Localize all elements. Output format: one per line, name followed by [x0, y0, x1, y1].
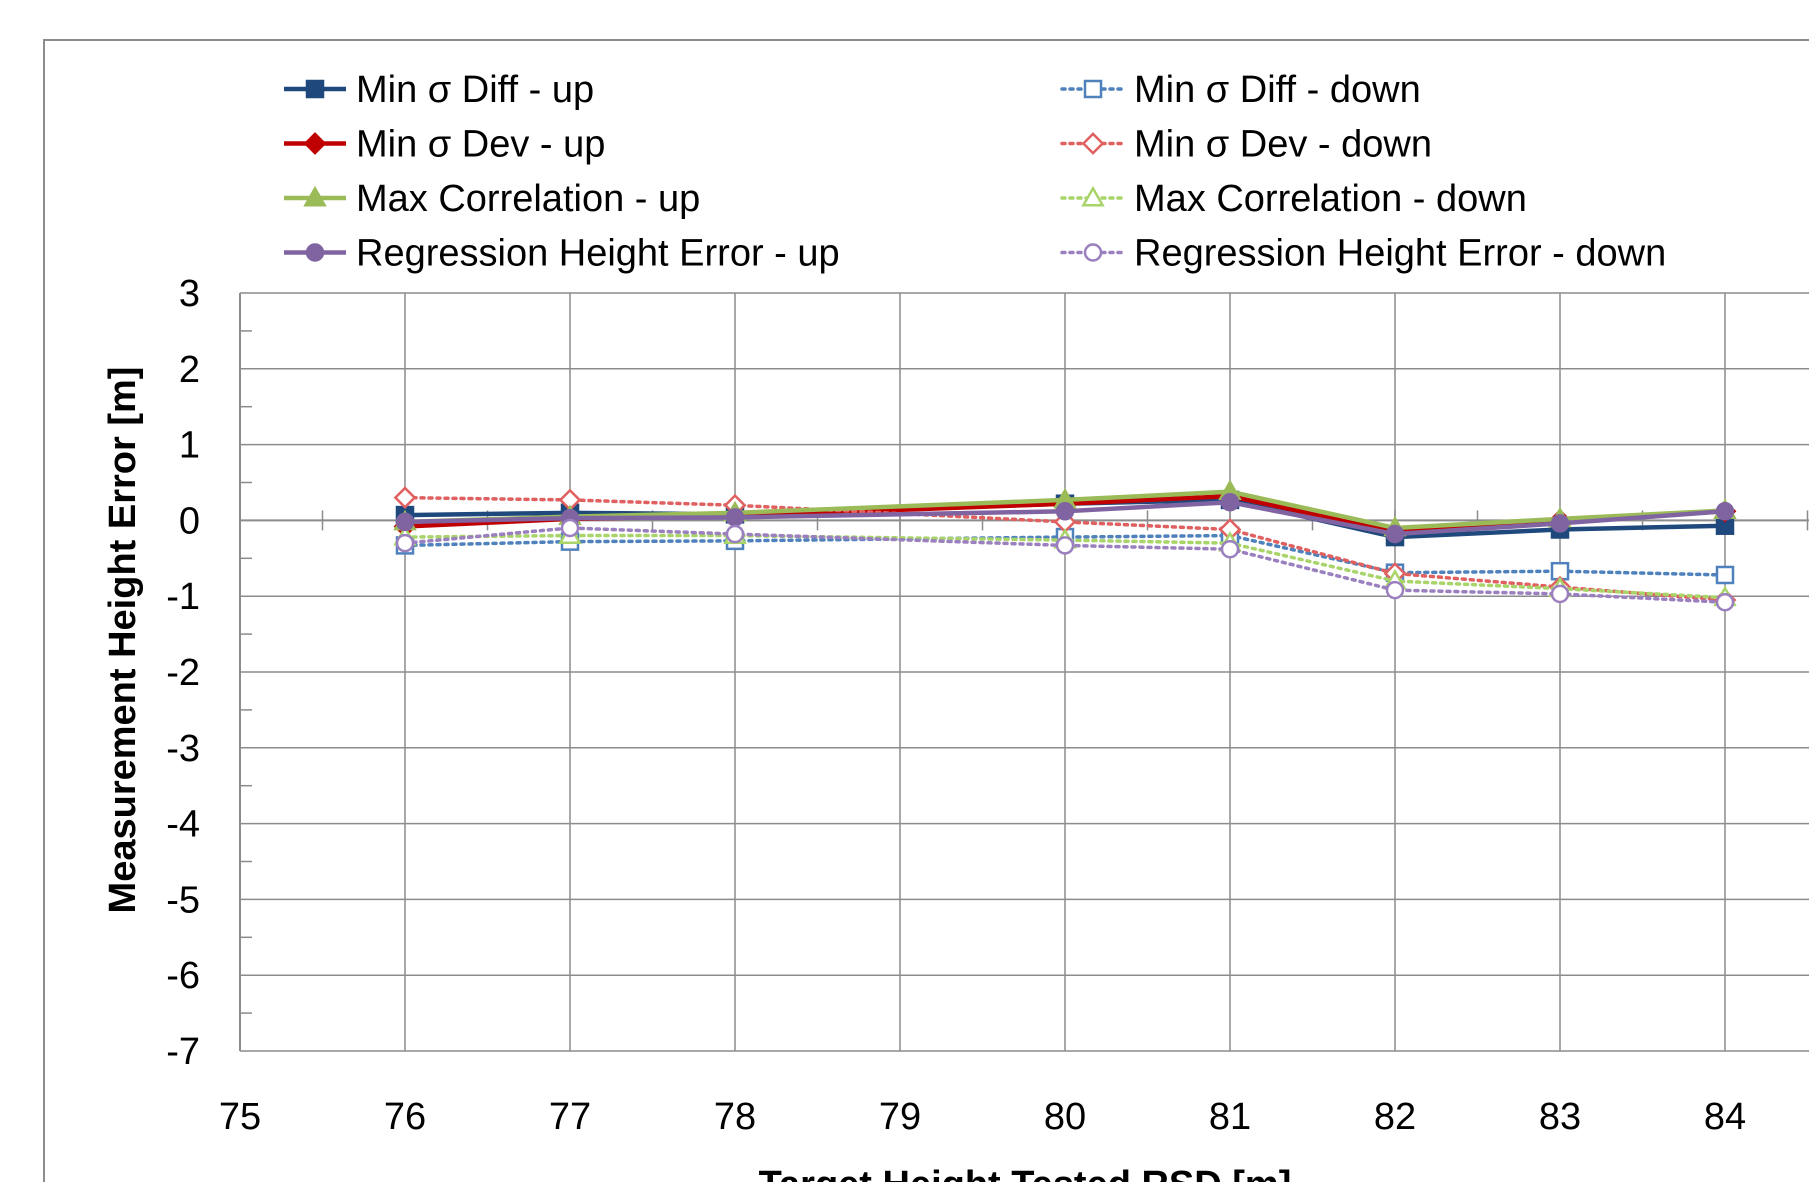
legend-item: Max Correlation - up	[284, 178, 700, 220]
data-point	[1715, 502, 1735, 521]
y-tick-label: 3	[179, 273, 200, 315]
y-tick-label: -7	[166, 1031, 200, 1073]
legend-swatch-marker	[1083, 79, 1103, 99]
series-line	[404, 499, 1726, 537]
x-tick-label: 81	[1209, 1096, 1251, 1138]
series-6	[395, 492, 1735, 544]
data-point	[1220, 492, 1240, 512]
y-tick-label: -4	[166, 804, 200, 846]
y-tick-label: -5	[166, 879, 200, 921]
data-point	[1385, 524, 1405, 544]
data-point	[395, 533, 415, 553]
x-axis-title: Target Height Tested RSD [m]	[759, 1164, 1292, 1182]
data-point	[1550, 584, 1570, 604]
y-tick-label: 1	[179, 425, 200, 467]
y-tick-label: -2	[166, 652, 200, 694]
legend-label: Regression Height Error - down	[1134, 233, 1666, 275]
legend-swatch-marker	[1081, 132, 1105, 155]
data-point	[395, 512, 415, 532]
legend-label: Regression Height Error - up	[356, 233, 840, 275]
x-tick-label: 77	[549, 1096, 591, 1138]
series-7	[395, 518, 1735, 612]
data-point	[1385, 580, 1405, 600]
data-point	[1055, 536, 1075, 555]
legend-label: Min σ Dev - up	[356, 124, 605, 166]
legend-item: Min σ Diff - up	[284, 69, 594, 111]
x-tick-label: 75	[219, 1096, 261, 1138]
data-point	[1715, 593, 1735, 612]
y-tick-label: 2	[179, 349, 200, 391]
series-line	[403, 495, 1727, 602]
series-lines	[393, 479, 1737, 612]
legend-label: Min σ Diff - down	[1134, 69, 1421, 111]
legend-item: Max Correlation - down	[1060, 178, 1527, 220]
x-tick-label: 83	[1539, 1096, 1581, 1138]
legend-item: Min σ Dev - up	[284, 124, 605, 166]
y-tick-label: -6	[166, 955, 200, 997]
data-point	[1220, 539, 1240, 559]
legend-label: Min σ Diff - up	[356, 69, 594, 111]
legend-swatch-marker	[1083, 243, 1103, 262]
series-line	[403, 533, 1727, 600]
x-tick-label: 80	[1044, 1096, 1086, 1138]
legend-swatch-marker	[305, 79, 325, 99]
legend-label: Min σ Dev - down	[1134, 124, 1432, 166]
legend-swatch-marker	[305, 243, 325, 262]
legend-item: Regression Height Error - down	[1060, 233, 1666, 275]
legend-label: Max Correlation - up	[356, 178, 700, 220]
data-point	[725, 524, 745, 544]
legend-item: Min σ Diff - down	[1060, 69, 1421, 111]
y-tick-label: -1	[166, 576, 200, 618]
legend: Min σ Diff - up Min σ Dev - up Max Correla…	[284, 69, 1666, 275]
x-tick-label: 79	[879, 1096, 921, 1138]
x-tick-label: 78	[714, 1096, 756, 1138]
legend-item: Min σ Dev - down	[1060, 124, 1432, 166]
data-point	[1055, 502, 1075, 521]
chart-frame	[43, 39, 1809, 1187]
data-point	[725, 508, 745, 527]
x-tick-label: 76	[384, 1096, 426, 1138]
data-point	[560, 518, 580, 538]
x-tick-label: 84	[1704, 1096, 1746, 1138]
x-tick-label: 82	[1374, 1096, 1416, 1138]
legend-label: Max Correlation - down	[1134, 178, 1527, 220]
y-axis-title: Measurement Height Error [m]	[102, 367, 144, 914]
data-point	[1550, 514, 1570, 533]
y-tick-label: 0	[179, 500, 200, 542]
legend-swatch-marker	[303, 185, 327, 207]
data-point	[1715, 565, 1735, 585]
y-tick-label: -3	[166, 728, 200, 770]
legend-swatch-marker	[1081, 185, 1105, 207]
series-line	[403, 526, 1727, 605]
legend-item: Regression Height Error - up	[284, 233, 840, 275]
data-point	[393, 486, 417, 510]
series-line	[403, 533, 1727, 577]
legend-swatch-marker	[303, 132, 327, 155]
